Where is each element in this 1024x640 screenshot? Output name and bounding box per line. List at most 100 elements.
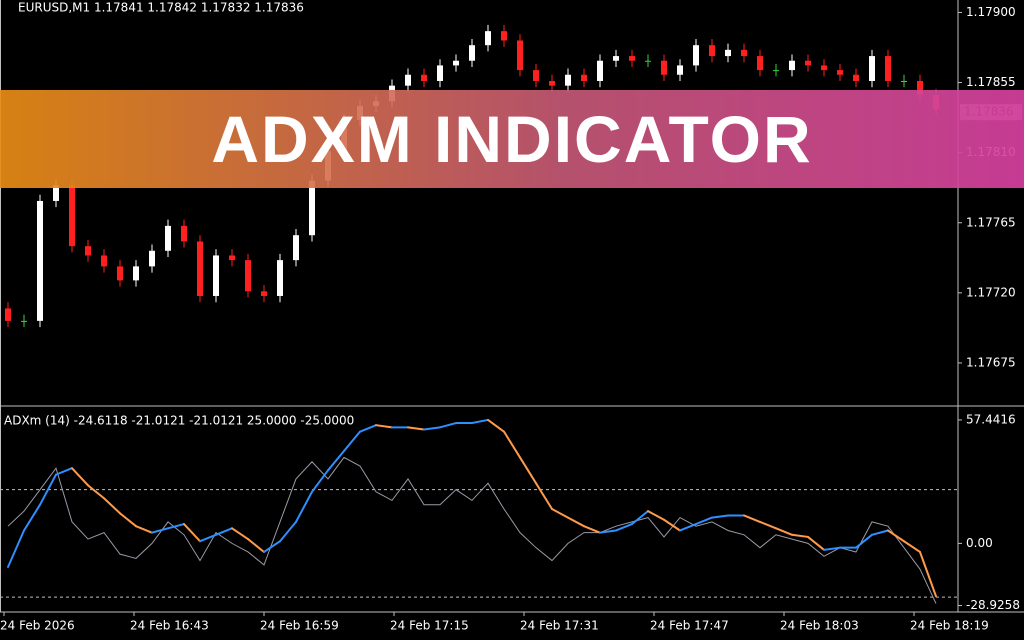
x-tick-label: 24 Feb 16:59: [260, 619, 339, 633]
candle-body: [501, 31, 507, 41]
candle-body: [37, 200, 43, 321]
adx-segment: [215, 527, 233, 536]
candle-body: [869, 56, 875, 81]
adx-segment: [295, 490, 313, 523]
adx-segment: [631, 510, 649, 526]
candle-body: [805, 60, 811, 66]
candle-body: [485, 31, 491, 46]
candle-body: [725, 49, 731, 57]
candle-body: [453, 60, 459, 66]
candle-body: [741, 49, 747, 57]
y-tick-label: 1.17720: [966, 285, 1016, 299]
adx-segment: [519, 456, 537, 485]
candle-body: [709, 45, 715, 57]
y-tick-label: -28.9258: [966, 598, 1020, 612]
adx-segment: [183, 523, 201, 543]
banner: ADXM INDICATOR: [0, 90, 1024, 188]
adx-segment: [263, 540, 281, 553]
adx-segment: [135, 525, 153, 534]
adx-segment: [39, 473, 57, 506]
x-tick-label: 24 Feb 18:19: [910, 619, 989, 633]
adx-segment: [679, 523, 697, 532]
candle-body: [309, 180, 315, 236]
y-tick-label: 57.4416: [966, 412, 1016, 426]
y-tick-label: 1.17855: [966, 75, 1016, 89]
candle-body: [677, 65, 683, 75]
adx-segment: [887, 529, 905, 543]
candle-body: [101, 255, 107, 267]
candle-body: [853, 74, 859, 81]
candle-body: [229, 255, 235, 261]
candle-body: [293, 235, 299, 261]
adx-segment: [359, 424, 377, 433]
x-tick-label: 24 Feb 16:43: [130, 619, 209, 633]
candle-body: [821, 65, 827, 71]
adx-segment: [711, 514, 729, 519]
y-tick-label: 1.17675: [966, 355, 1016, 369]
y-tick-label: 1.17765: [966, 215, 1016, 229]
adx-segment: [327, 449, 345, 472]
candle-body: [917, 81, 923, 96]
candle-body: [405, 74, 411, 86]
candle-body: [197, 241, 203, 296]
adx-segment: [823, 546, 841, 551]
adx-segment: [551, 508, 569, 519]
candle-body: [645, 60, 651, 62]
candle-body: [53, 185, 59, 201]
candle-body: [773, 70, 779, 72]
adx-segment: [7, 529, 25, 569]
adx-segment: [151, 527, 169, 534]
adx-segment: [55, 467, 73, 476]
candle-body: [437, 65, 443, 81]
adx-segment: [807, 535, 825, 551]
candle-body: [789, 60, 795, 71]
adx-segment: [375, 424, 393, 429]
adx-segment: [439, 422, 457, 429]
adx-segment: [87, 484, 105, 500]
adx-segment: [903, 540, 921, 553]
adx-segment: [471, 418, 489, 425]
adx-segment: [759, 520, 777, 530]
adx-segment: [647, 510, 665, 521]
adx-segment: [695, 516, 713, 526]
y-tick-label: 0.00: [966, 536, 993, 550]
adx-segment: [919, 550, 937, 598]
candle-body: [581, 74, 587, 81]
indicator-title: ADXm (14) -24.6118 -21.0121 -21.0121 25.…: [4, 414, 354, 428]
adx-segment: [119, 512, 137, 528]
candle-body: [469, 45, 475, 61]
x-tick-label: 24 Feb 18:03: [780, 619, 859, 633]
candle-body: [133, 266, 139, 281]
adx-segment: [199, 533, 217, 543]
candle-body: [549, 81, 555, 86]
candle-body: [629, 56, 635, 61]
candle-body: [117, 266, 123, 281]
adx-segment: [663, 518, 681, 532]
candle-body: [661, 60, 667, 75]
candle-body: [901, 81, 907, 82]
adx-segment: [791, 533, 809, 538]
adx-segment: [247, 538, 265, 553]
adx-segment: [615, 523, 633, 532]
adx-segment: [23, 503, 41, 532]
adx-segment: [71, 467, 89, 487]
candle-body: [149, 250, 155, 267]
candle-body: [181, 225, 187, 242]
adx-segment: [423, 426, 441, 431]
adx-segment: [567, 516, 585, 528]
candle-body: [277, 260, 283, 296]
candle-body: [517, 40, 523, 71]
candle-body: [533, 70, 539, 81]
banner-title: ADXM INDICATOR: [211, 102, 813, 176]
adx-segment: [167, 523, 185, 530]
candle-body: [165, 225, 171, 251]
adx-segment: [855, 533, 873, 549]
y-tick-label: 1.17900: [966, 5, 1016, 19]
x-tick-label: 24 Feb 17:15: [390, 619, 469, 633]
candle-body: [85, 246, 91, 256]
adx-segment: [535, 482, 553, 510]
candle-body: [245, 260, 251, 292]
candle-body: [21, 320, 27, 322]
candle-body: [597, 60, 603, 81]
